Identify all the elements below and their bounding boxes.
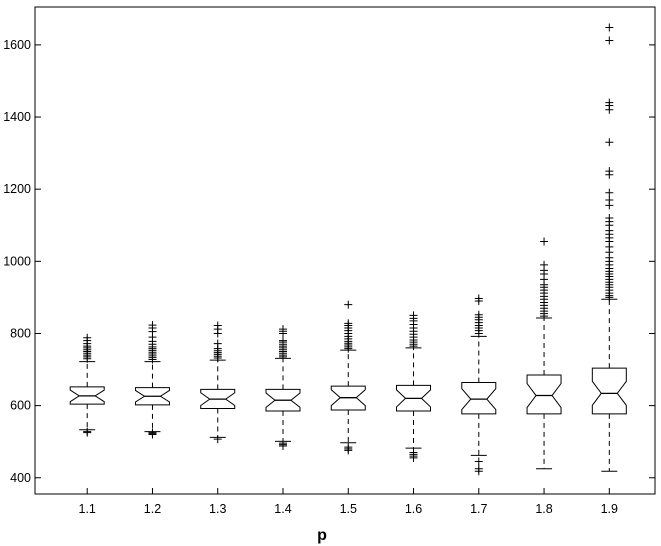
outlier-marker: [540, 237, 549, 246]
x-tick-label: 1.8: [535, 502, 552, 516]
outlier-marker: [148, 321, 157, 330]
box-1.2: [134, 321, 170, 439]
box-1.5: [330, 300, 366, 455]
y-tick-label: 600: [10, 399, 31, 413]
outlier-marker: [409, 311, 418, 320]
y-tick-label: 1600: [3, 38, 31, 52]
x-tick-label: 1.7: [470, 502, 487, 516]
notched-box: [526, 374, 562, 415]
x-tick-label: 1.5: [340, 502, 357, 516]
box-1.6: [396, 311, 432, 462]
x-tick-label: 1.3: [209, 502, 226, 516]
plot-area-frame: [34, 6, 656, 495]
outlier-marker: [213, 339, 222, 348]
x-axis: 1.1 1.2 1.3 1.4 1.5 1.6 1.7 1.8 1.9: [79, 488, 618, 516]
y-tick-label: 1200: [3, 182, 31, 196]
outlier-marker: [279, 439, 287, 448]
outlier-marker: [605, 98, 614, 107]
outlier-marker: [540, 260, 549, 269]
outlier-marker: [344, 300, 353, 309]
box-1.8: [526, 237, 562, 470]
outlier-marker: [474, 294, 483, 303]
x-tick-label: 1.9: [601, 502, 618, 516]
box-1.9: [591, 23, 627, 472]
outlier-marker: [83, 333, 92, 342]
outlier-marker: [409, 448, 418, 457]
outlier-marker: [344, 443, 353, 452]
y-tick-label: 800: [10, 326, 31, 340]
outlier-marker: [344, 319, 353, 328]
outlier-marker: [474, 457, 483, 466]
outlier-marker: [474, 310, 483, 319]
x-tick-label: 1.4: [274, 502, 291, 516]
outlier-marker: [605, 138, 614, 147]
x-tick-label: 1.2: [144, 502, 161, 516]
box-1.1: [69, 333, 105, 437]
box-series: [69, 23, 627, 476]
box-1.4: [265, 325, 301, 451]
outlier-marker: [605, 188, 614, 197]
y-tick-label: 1000: [3, 254, 31, 268]
outlier-marker: [148, 428, 157, 437]
outlier-marker: [605, 23, 614, 32]
x-tick-label: 1.6: [405, 502, 422, 516]
y-axis: 400 600 800 1000 1200 1400 1600: [3, 38, 655, 485]
y-tick-label: 400: [10, 471, 31, 485]
box-1.7: [461, 294, 497, 476]
x-axis-title: p: [317, 527, 327, 544]
outlier-marker: [213, 435, 222, 444]
box-1.3: [200, 321, 236, 444]
outlier-marker: [605, 36, 614, 45]
outlier-marker: [83, 427, 92, 436]
notched-box: [591, 367, 627, 415]
outlier-marker: [605, 214, 614, 223]
outlier-marker: [279, 325, 287, 334]
outlier-marker: [605, 195, 614, 204]
notched-box: [461, 382, 497, 415]
outlier-marker: [474, 464, 483, 473]
outlier-marker: [213, 321, 222, 330]
outlier-marker: [605, 167, 614, 176]
x-tick-label: 1.1: [79, 502, 96, 516]
outlier-marker: [279, 336, 287, 345]
y-tick-label: 1400: [3, 110, 31, 124]
